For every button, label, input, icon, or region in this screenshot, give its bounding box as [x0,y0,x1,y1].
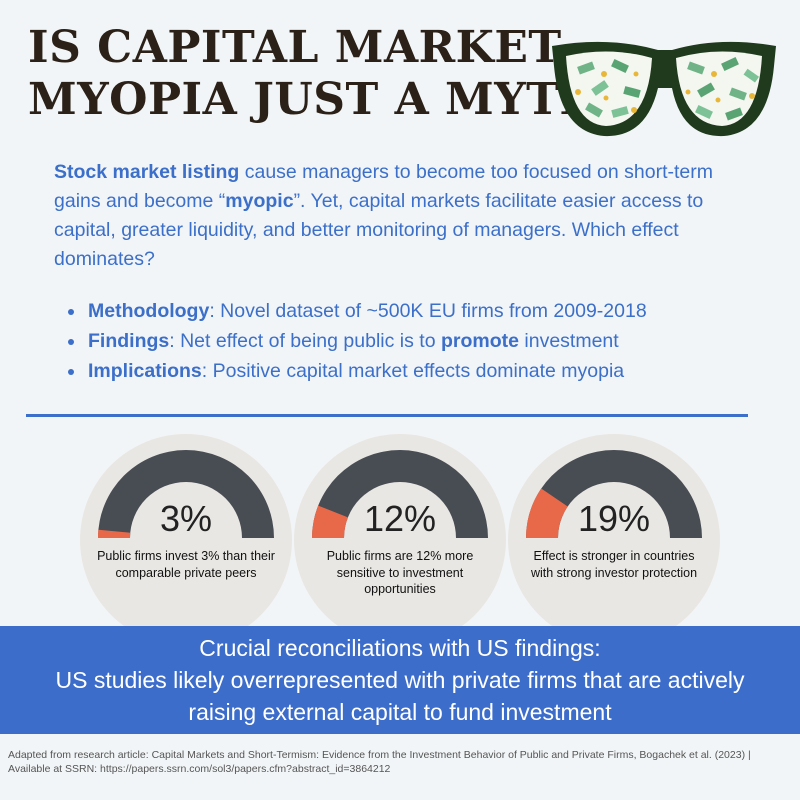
stat-value: 3% [159,498,213,539]
title-line-1: IS CAPITAL MARKET [28,22,562,73]
stat-value: 12% [363,498,437,539]
gauge-track [526,450,702,538]
gauge-protection [526,450,702,538]
bullet-label: Methodology [88,300,210,322]
intro-myopic: myopic [225,190,294,212]
money-pattern-left [575,58,641,118]
gauge-track [98,450,274,538]
gauge-invest [98,450,274,538]
money-glasses-illustration [552,41,776,137]
bullet-label: Implications [88,360,202,382]
stat-caption: Effect is stronger in countries with str… [530,549,698,580]
bullet-implications: Implications: Positive capital market ef… [86,356,786,386]
stat-value: 19% [577,498,651,539]
banner-line-3: raising external capital to fund investm… [188,699,612,725]
title-line-2: MYOPIA JUST A MYTH? [28,74,628,125]
bullet-findings: Findings: Net effect of being public is … [86,326,786,356]
key-points-list: Methodology: Novel dataset of ~500K EU f… [66,296,786,386]
bullet-text: : Positive capital market effects domina… [201,360,625,382]
intro-paragraph: Stock market listing cause managers to b… [54,158,764,274]
section-divider [26,414,748,417]
stat-card-sensitivity: 12% Public firms are 12% more sensitive … [294,434,506,646]
bullet-methodology: Methodology: Novel dataset of ~500K EU f… [86,296,786,326]
bullet-text: investment [518,330,619,352]
gauge-fill [526,488,568,538]
intro-lead: Stock market listing [54,161,240,183]
bullet-text: : Net effect of being public is to [169,330,441,352]
stat-card-protection: 19% Effect is stronger in countries with… [508,434,720,646]
gauge-fill [98,529,131,538]
intro-text-1: cause managers to become too focused on … [54,161,713,212]
page-title: IS CAPITAL MARKET MYOPIA JUST A MYTH? [28,22,628,126]
money-pattern-right [685,56,760,121]
gauge-fill [312,505,348,538]
stat-card-invest: 3% Public firms invest 3% than their com… [80,434,292,646]
bullet-text: : Novel dataset of ~500K EU firms from 2… [209,300,647,322]
intro-text-2: ”. Yet, capital markets facilitate easie… [54,190,704,270]
source-citation: Adapted from research article: Capital M… [8,749,751,775]
bullet-label: Findings [88,330,170,352]
gauge-sensitivity [312,450,488,538]
us-findings-banner: Crucial reconciliations with US findings… [0,626,800,734]
gauge-track [312,450,488,538]
banner-line-2: US studies likely overrepresented with p… [55,667,745,693]
stat-caption: Public firms are 12% more sensitive to i… [326,549,474,596]
stat-caption: Public firms invest 3% than their compar… [97,549,275,580]
bullet-emphasis: promote [440,330,519,352]
banner-line-1: Crucial reconciliations with US findings… [199,635,601,661]
